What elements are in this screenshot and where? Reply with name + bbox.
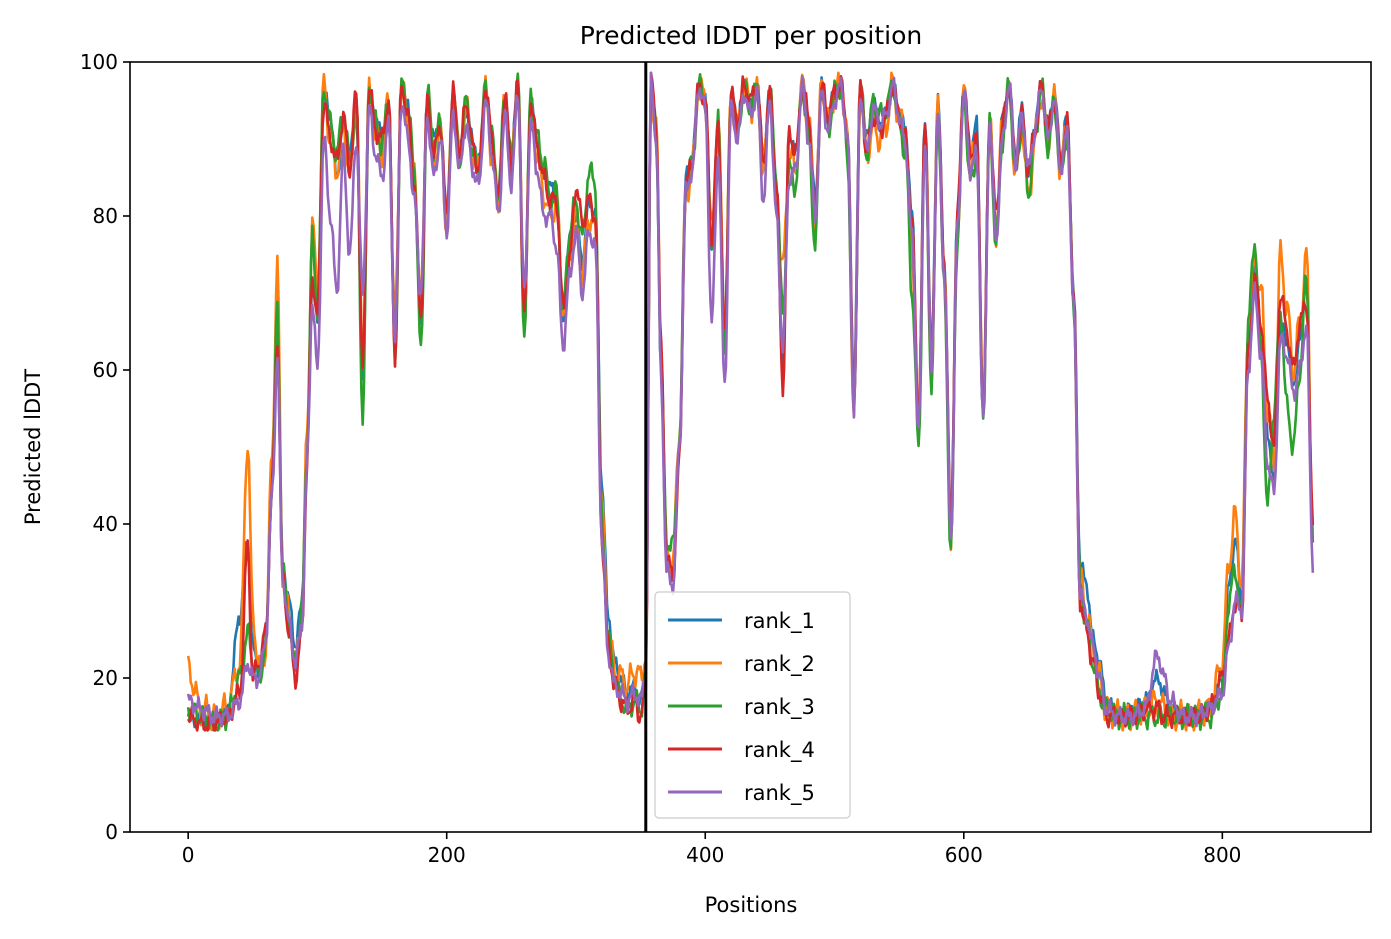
legend-box [654,591,851,819]
chart-title: Predicted lDDT per position [580,21,922,50]
x-axis-title: Positions [705,893,798,917]
x-tick-label: 0 [182,843,195,867]
legend: rank_1 rank_2 rank_3 rank_4 rank_5 [654,591,851,819]
legend-label-rank_4: rank_4 [744,738,815,763]
legend-label-rank_2: rank_2 [744,652,815,677]
y-tick-label: 80 [93,204,118,228]
legend-label-rank_3: rank_3 [744,695,815,720]
y-tick-label: 20 [93,666,118,690]
series-layer [186,71,1315,732]
x-tick-label: 400 [686,843,724,867]
x-axis: 0 200 400 600 800 [182,832,1241,867]
plot-area [129,61,1372,833]
y-tick-label: 100 [80,50,118,74]
series-line-rank_5 [186,71,1315,728]
y-axis-title: Predicted lDDT [21,369,45,525]
y-axis: 0 20 40 60 80 100 [80,50,130,844]
y-tick-label: 0 [105,820,118,844]
legend-label-rank_5: rank_5 [744,781,815,806]
x-tick-label: 800 [1203,843,1241,867]
y-tick-label: 40 [93,512,118,536]
series-line-rank_4 [187,71,1315,732]
plot-frame [129,61,1372,833]
y-tick-label: 60 [93,358,118,382]
x-tick-label: 200 [428,843,466,867]
x-tick-label: 600 [945,843,983,867]
legend-label-rank_1: rank_1 [744,609,815,634]
